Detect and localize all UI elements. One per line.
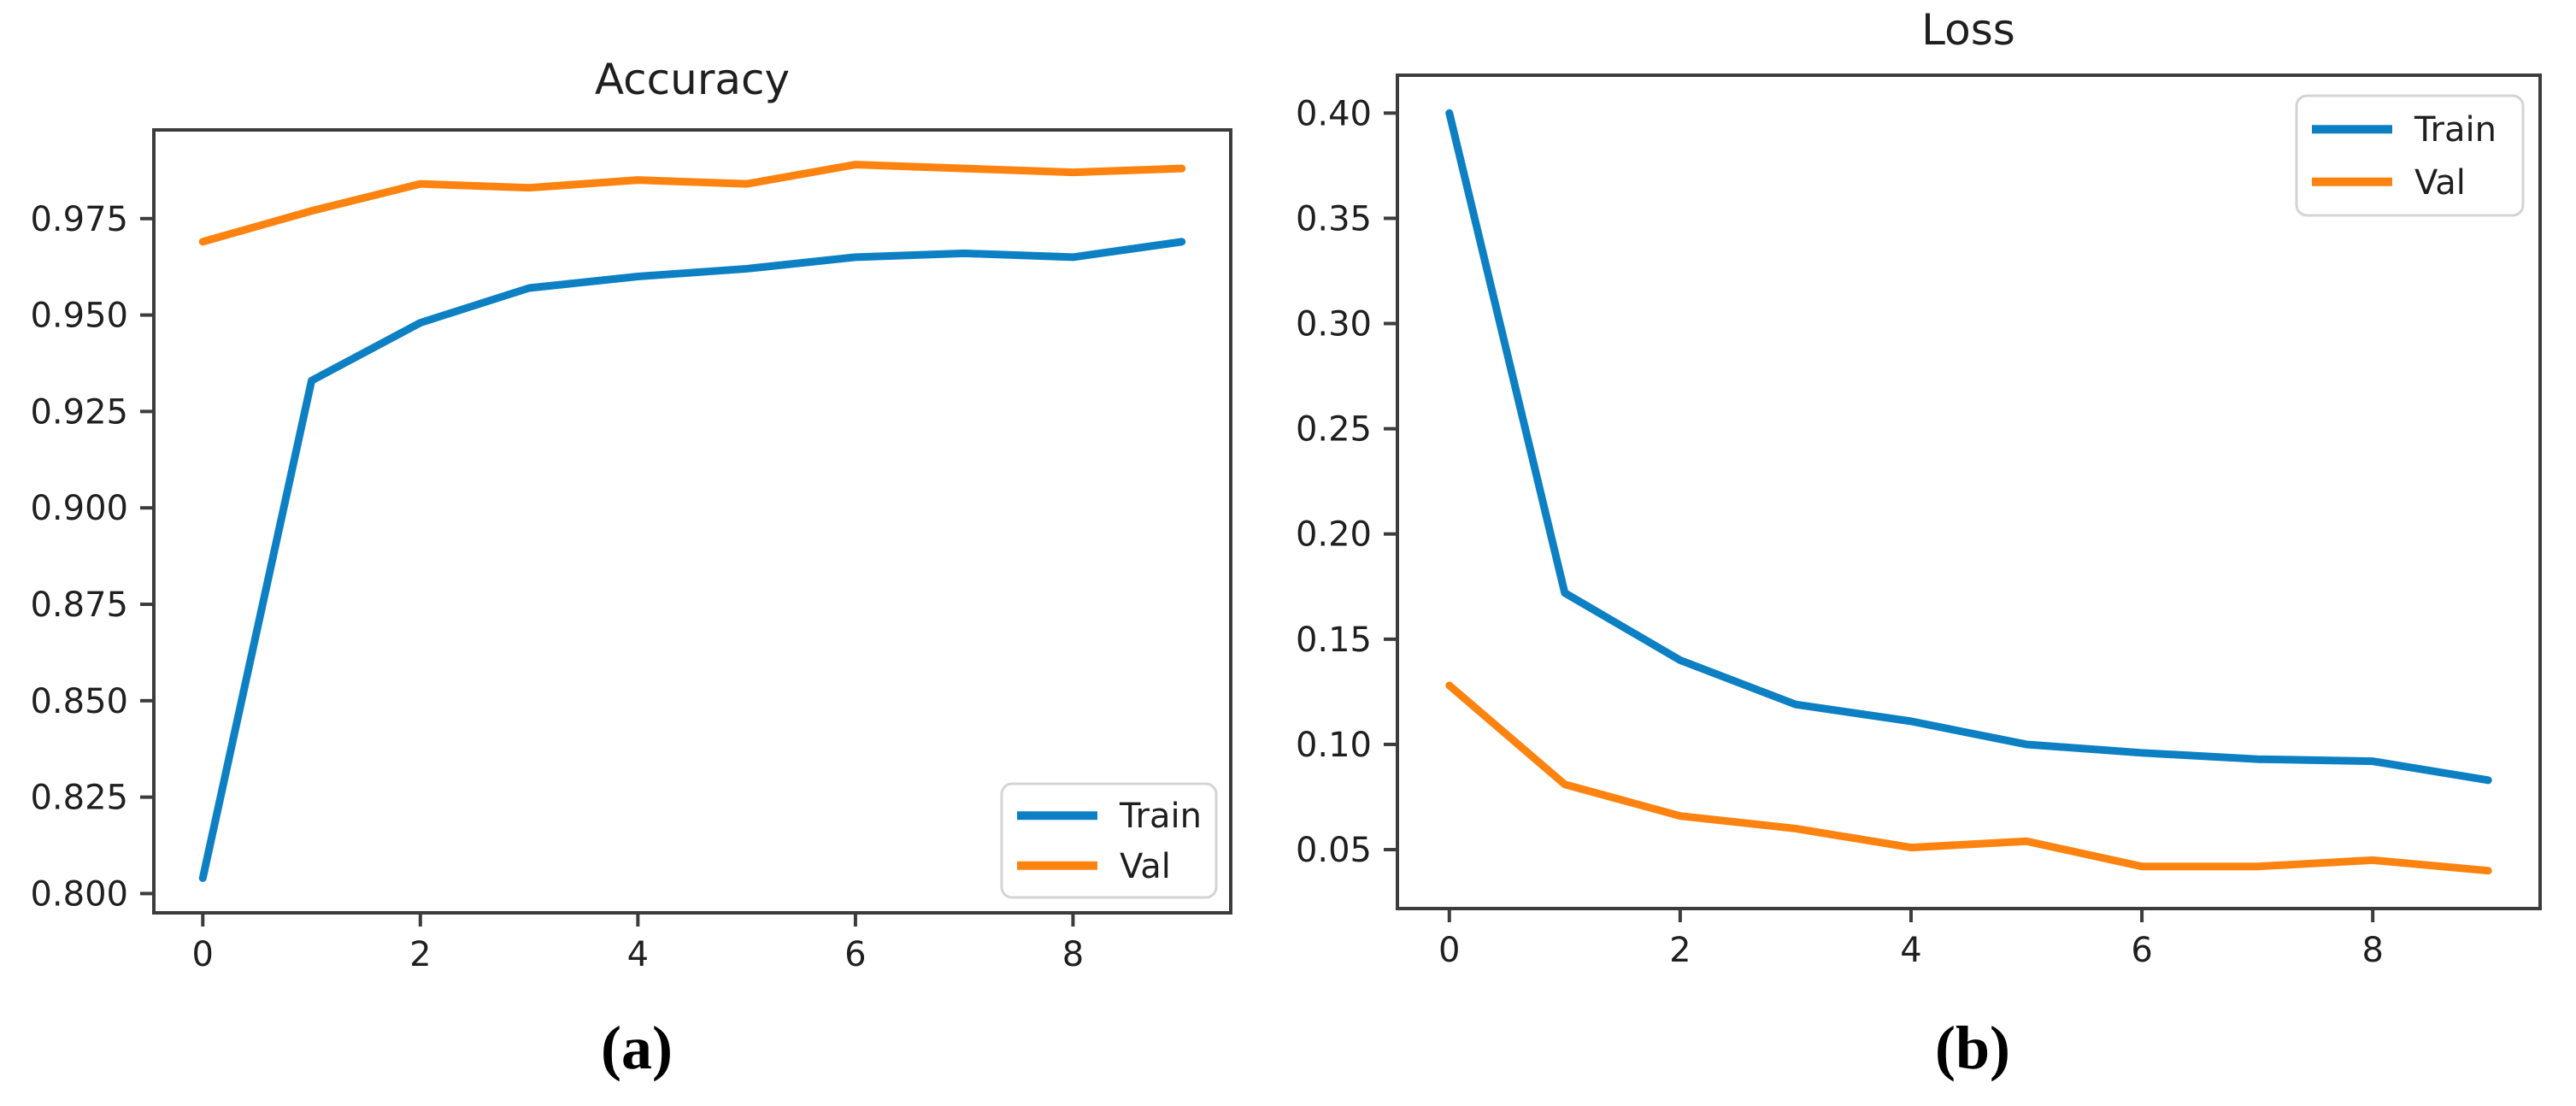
y-tick-label: 0.875	[30, 585, 128, 625]
legend-val-label: Val	[1120, 847, 1171, 886]
y-tick-label: 0.30	[1296, 305, 1372, 344]
x-tick-label: 8	[1062, 935, 1084, 974]
x-tick-label: 2	[1669, 931, 1691, 970]
x-tick-label: 8	[2361, 931, 2383, 970]
x-tick-label: 0	[192, 935, 214, 974]
x-tick-label: 2	[409, 935, 431, 974]
y-tick-label: 0.825	[30, 779, 128, 818]
y-tick-label: 0.20	[1296, 515, 1372, 555]
loss-title: Loss	[1921, 5, 2015, 55]
y-tick-label: 0.40	[1296, 94, 1372, 133]
val-line	[1445, 681, 2492, 875]
legend-train-label: Train	[2414, 110, 2497, 150]
train-line	[198, 238, 1186, 882]
y-tick-label: 0.975	[30, 200, 128, 239]
y-tick-label: 0.15	[1296, 621, 1372, 660]
accuracy-legend: Train Val	[1000, 782, 1218, 899]
legend-train-label: Train	[1119, 797, 1202, 836]
y-tick-label: 0.950	[30, 297, 128, 336]
x-tick-label: 6	[2131, 931, 2152, 970]
y-tick-label: 0.800	[30, 874, 128, 914]
accuracy-chart: 0.800 0.825 0.850 0.875 0.900 0.925 0.950 0.975…	[30, 55, 1232, 1082]
val-line	[198, 161, 1186, 246]
accuracy-caption: (a)	[601, 1014, 673, 1082]
y-tick-label: 0.900	[30, 489, 128, 528]
x-tick-label: 4	[627, 935, 649, 974]
accuracy-title: Accuracy	[595, 55, 790, 104]
y-tick-label: 0.850	[30, 682, 128, 721]
x-tick-label: 0	[1438, 931, 1460, 970]
y-tick-label: 0.925	[30, 392, 128, 432]
y-tick-label: 0.10	[1296, 726, 1372, 765]
x-tick-label: 6	[844, 935, 866, 974]
loss-caption: (b)	[1935, 1014, 2010, 1082]
loss-chart: 0.05 0.10 0.15 0.20 0.25 0.30 0.35 0.40 0 2 4 6 8 Los…	[1296, 5, 2542, 1082]
legend-val-label: Val	[2414, 163, 2466, 203]
x-tick-label: 4	[1900, 931, 1921, 970]
loss-legend: Train Val	[2295, 94, 2525, 217]
accuracy-plot-frame	[152, 128, 1232, 915]
y-tick-label: 0.05	[1296, 831, 1372, 870]
y-tick-label: 0.25	[1296, 410, 1372, 450]
y-tick-label: 0.35	[1296, 199, 1372, 238]
train-line	[1445, 109, 2492, 785]
